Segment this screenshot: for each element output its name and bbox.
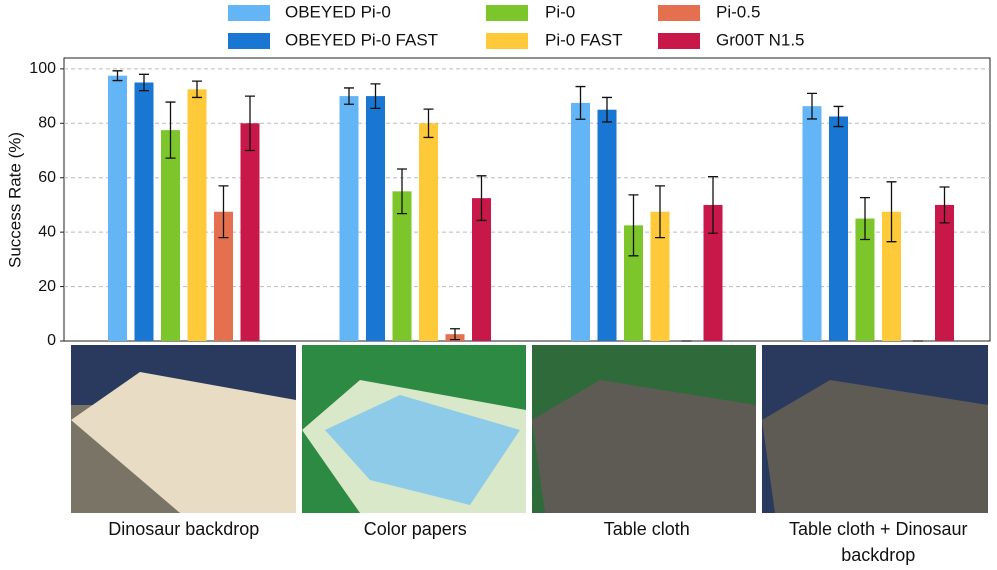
error-bar [833,105,844,128]
legend-label: Pi-0 FAST [545,30,622,49]
bar [703,204,723,341]
legend-swatch [228,33,270,49]
photo-cloth [532,380,756,513]
bar [829,116,848,341]
legend-label: Gr00T N1.5 [716,30,805,49]
error-bar [886,181,897,243]
legend-swatch [228,5,270,21]
plot-frame [63,57,991,342]
legend-swatch [486,5,528,21]
error-bar [165,101,176,159]
error-bar [423,108,434,139]
photo-papers [325,395,520,505]
category-label: Dinosaur backdrop [108,519,260,539]
error-bar [575,85,586,120]
y-tick-label: 100 [29,60,56,77]
error-bar [655,185,665,239]
bar [624,225,643,341]
bar [108,75,127,341]
legend-swatch [486,33,528,49]
error-bar [192,80,202,99]
y-tick-label: 0 [47,332,56,349]
bar [392,191,412,341]
bar [882,211,901,341]
photo-cloth [762,380,988,513]
error-bar [218,185,229,239]
error-bar [245,95,255,152]
bar [650,211,670,341]
error-bar [708,175,718,234]
bar [339,96,359,341]
error-bar [344,87,354,105]
bar [597,109,617,341]
legend-swatch [658,33,700,49]
bar [855,218,875,341]
y-tick-label: 80 [38,115,56,132]
y-tick-label: 60 [38,169,56,186]
category-label: Table cloth [603,519,690,539]
error-bar [939,186,950,224]
y-tick-label: 40 [38,223,56,240]
bar [240,123,260,341]
error-bar [139,73,149,92]
error-bar [476,175,487,222]
error-bar [397,168,407,215]
error-bar [370,83,381,109]
category-label: Table cloth + Dinosaur backdrop [788,519,968,565]
bar [419,123,438,341]
bar [214,211,233,341]
bar [161,130,180,341]
y-tick-label: 20 [38,278,56,295]
bar [366,96,385,341]
bar [187,89,207,341]
legend-swatch [658,5,700,21]
error-bar [860,196,870,241]
legend-label: OBEYED Pi-0 [285,2,391,21]
legend-label: Pi-0.5 [716,2,760,21]
category-label: Color papers [363,519,467,539]
error-bar [602,96,612,123]
error-bar [450,328,460,341]
bar [472,198,491,341]
error-bar [628,194,639,257]
y-axis-label: Success Rate (%) [5,132,24,268]
legend-label: Pi-0 [545,2,575,21]
error-bar [112,70,123,82]
bar [134,82,154,341]
bar [571,102,590,341]
bar [935,204,954,341]
legend-label: OBEYED Pi-0 FAST [285,30,438,49]
photo-table [71,372,296,513]
bar [802,106,822,341]
error-bar [807,92,817,120]
